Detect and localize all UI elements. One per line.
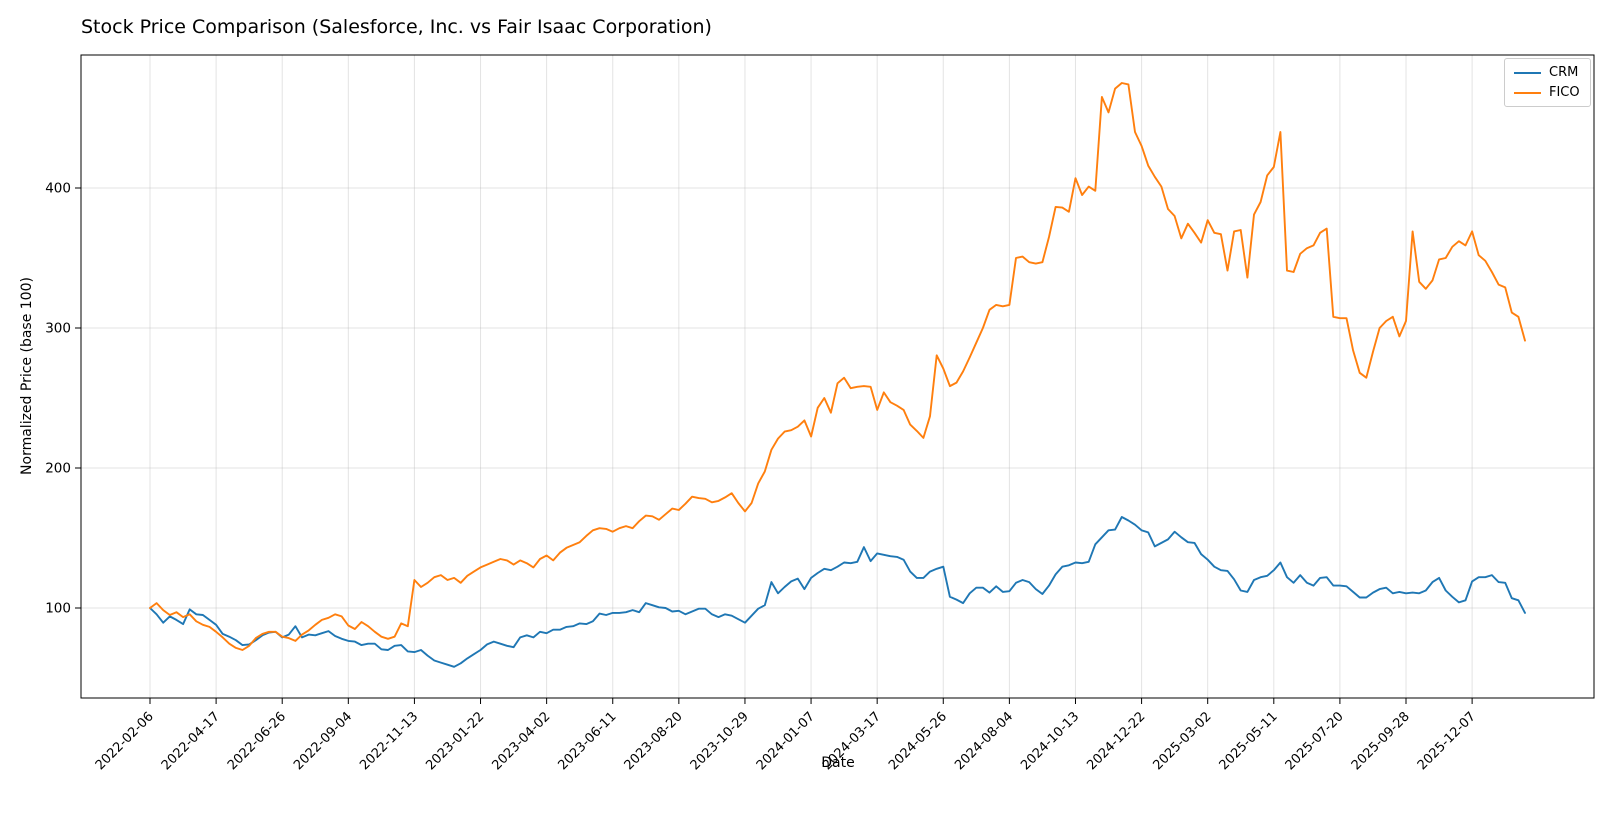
legend: CRM FICO [1504, 58, 1591, 107]
x-tick-label: 2024-05-26 [886, 709, 950, 773]
x-tick-label: 2024-08-04 [952, 709, 1016, 773]
x-tick-label: 2023-01-22 [423, 709, 487, 773]
legend-line-crm [1514, 71, 1541, 74]
y-tick-label: 200 [45, 461, 71, 477]
x-tick-label: 2025-03-02 [1150, 709, 1214, 773]
x-tick-label: 2022-02-06 [93, 709, 157, 773]
x-tick-label: 2023-04-02 [489, 709, 553, 773]
y-axis-label: Normalized Price (base 100) [19, 277, 35, 475]
legend-line-fico [1514, 91, 1541, 94]
series-line-fico [149, 82, 1526, 651]
chart-title: Stock Price Comparison (Salesforce, Inc.… [81, 16, 712, 38]
x-tick-label: 2022-09-04 [291, 709, 355, 773]
x-axis-label: Date [821, 755, 855, 771]
x-tick-label: 2025-05-11 [1217, 709, 1281, 773]
legend-label-fico: FICO [1549, 85, 1580, 100]
series-line-crm [149, 516, 1526, 668]
x-tick-label: 2022-11-13 [357, 709, 421, 773]
x-tick-label: 2025-07-20 [1283, 709, 1347, 773]
y-tick-label: 100 [45, 601, 71, 617]
x-tick-label: 2024-10-13 [1018, 709, 1082, 773]
x-tick-label: 2024-01-07 [754, 709, 818, 773]
plot-border [80, 54, 1595, 699]
x-tick-label: 2022-04-17 [159, 709, 223, 773]
legend-item-fico: FICO [1514, 86, 1580, 99]
x-tick-label: 2023-08-20 [622, 709, 686, 773]
y-tick-label: 300 [45, 321, 71, 337]
x-tick-label: 2025-09-28 [1349, 709, 1413, 773]
x-tick-label: 2025-12-07 [1415, 709, 1479, 773]
legend-item-crm: CRM [1514, 66, 1580, 79]
x-tick-label: 2022-06-26 [225, 709, 289, 773]
legend-label-crm: CRM [1549, 65, 1579, 80]
x-tick-label: 2023-10-29 [688, 709, 752, 773]
y-tick-label: 400 [45, 181, 71, 197]
x-tick-label: 2024-12-22 [1084, 709, 1148, 773]
x-tick-label: 2023-06-11 [556, 709, 620, 773]
